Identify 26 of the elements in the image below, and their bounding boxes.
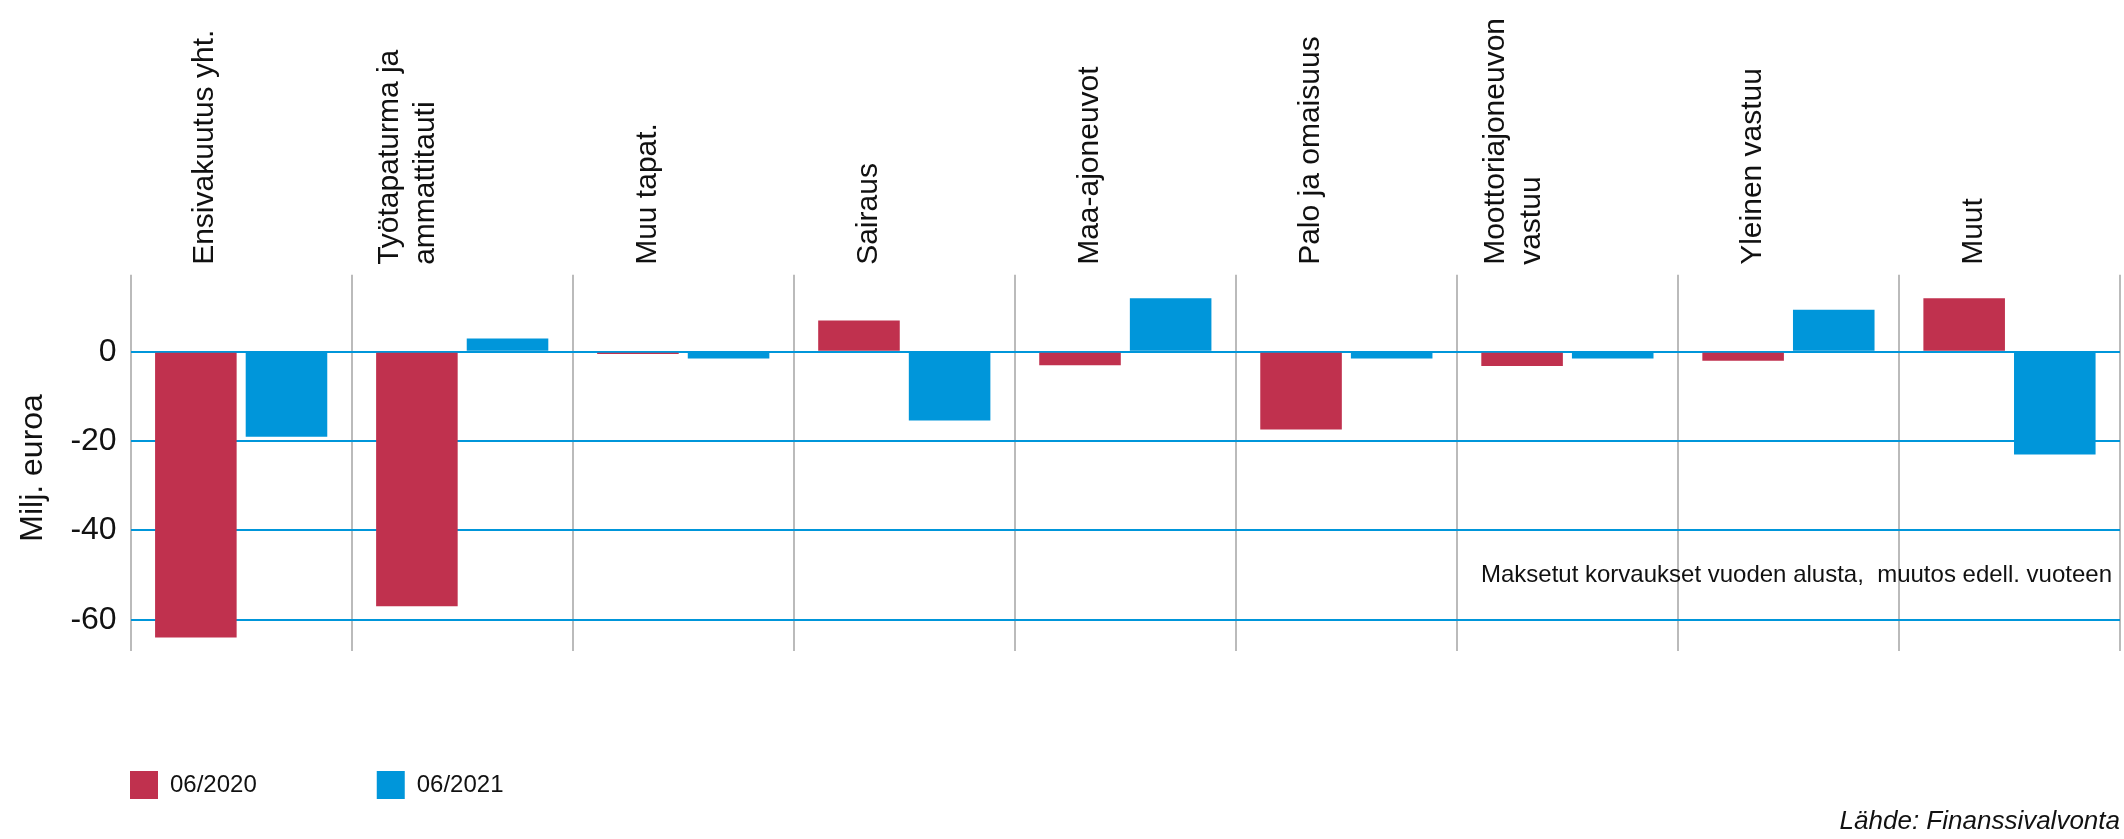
annotation: Maksetut korvaukset vuoden alusta, muutos edell. vuoteen <box>1480 559 2112 587</box>
y-tick-label: -20 <box>70 420 117 457</box>
bar <box>1481 352 1563 367</box>
text: Lähde: Finanssivalvonta <box>1839 805 2120 836</box>
x-tick-label: Sairaus <box>849 163 883 265</box>
x-tick-label: Maa-ajoneuvot <box>1070 65 1104 265</box>
bar <box>1039 352 1121 366</box>
bar <box>818 320 900 351</box>
legend-label: 06/2021 <box>416 769 504 797</box>
y-tick-label: -40 <box>70 510 117 547</box>
x-tick-label: Työtapaturma ja ammattitauti <box>371 49 441 265</box>
x-tick-label: Moottoriajoneuvon vastuu <box>1476 18 1546 265</box>
x-tick-label: Palo ja omaisuus <box>1291 36 1325 265</box>
bar <box>155 352 237 638</box>
bar <box>1260 352 1342 430</box>
legend-label: 06/2020 <box>170 769 257 797</box>
bar <box>1923 298 2005 351</box>
x-tick-label: Muu tapat. <box>628 123 662 265</box>
y-axis-title: Milj. euroa <box>13 393 50 542</box>
bar <box>376 352 458 607</box>
y-tick-label: 0 <box>98 331 117 368</box>
x-tick-label: Muut <box>1954 197 1988 265</box>
x-tick-label: Yleinen vastuu <box>1733 68 1767 265</box>
y-tick-label: -60 <box>70 599 117 636</box>
bar <box>1702 352 1784 361</box>
x-tick-label: Ensivakuutus yht. <box>186 29 220 265</box>
